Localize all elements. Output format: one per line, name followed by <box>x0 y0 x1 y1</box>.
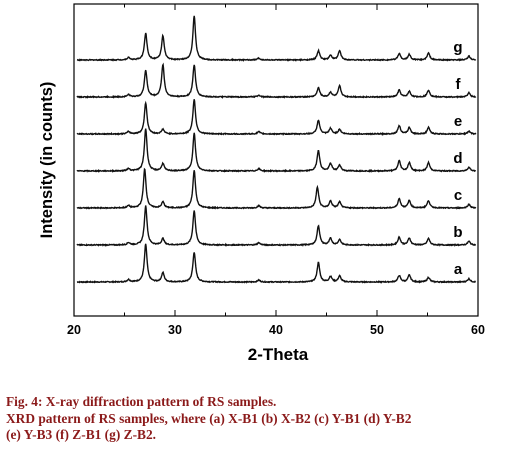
series-label-bg-f <box>450 75 466 93</box>
y-axis-title: Intensity (in counts) <box>38 82 56 239</box>
series-label-layer: a b c d e f g <box>450 38 466 278</box>
xrd-chart: a b c d e f g 20 30 40 50 60 2-Theta Intensity (in… <box>38 3 485 364</box>
series-label-bg-e <box>450 112 466 130</box>
figure-caption: Fig. 4: X-ray diffraction pattern of RS … <box>6 394 520 444</box>
series-layer <box>76 15 477 284</box>
plot-frame <box>73 3 479 317</box>
x-tick-label: 50 <box>370 323 384 337</box>
caption-title: Fig. 4: X-ray diffraction pattern of RS … <box>6 394 277 409</box>
series-label-bg-d <box>450 149 466 167</box>
series-label-d: d <box>453 150 462 167</box>
series-label-bg-a <box>450 260 466 278</box>
series-label-bg-g <box>450 38 466 56</box>
xrd-series-g <box>76 15 477 62</box>
xrd-series-e <box>76 99 477 136</box>
xrd-series-c <box>76 167 477 210</box>
xrd-series-b <box>76 205 476 247</box>
xrd-series-f <box>76 62 477 99</box>
series-label-e: e <box>454 113 462 130</box>
series-label-a: a <box>454 261 463 278</box>
caption-text-line-2: (e) Y-B3 (f) Z-B1 (g) Z-B2. <box>6 427 157 442</box>
series-label-bg-c <box>450 186 466 204</box>
x-axis-ticks: 20 30 40 50 60 <box>67 4 485 337</box>
series-label-f: f <box>456 76 462 93</box>
series-label-g: g <box>453 39 462 56</box>
series-label-bg-b <box>450 223 466 241</box>
xrd-series-d <box>76 128 476 174</box>
plot-border <box>73 3 479 317</box>
xrd-series-a <box>76 243 476 284</box>
x-axis-title: 2-Theta <box>248 345 309 364</box>
series-label-b: b <box>453 224 462 241</box>
x-tick-label: 20 <box>67 323 81 337</box>
x-tick-label: 40 <box>269 323 283 337</box>
caption-text-line-1: XRD pattern of RS samples, where (a) X-B… <box>6 410 412 426</box>
x-tick-label: 60 <box>471 323 485 337</box>
x-tick-label: 30 <box>168 323 182 337</box>
series-label-c: c <box>454 187 462 204</box>
